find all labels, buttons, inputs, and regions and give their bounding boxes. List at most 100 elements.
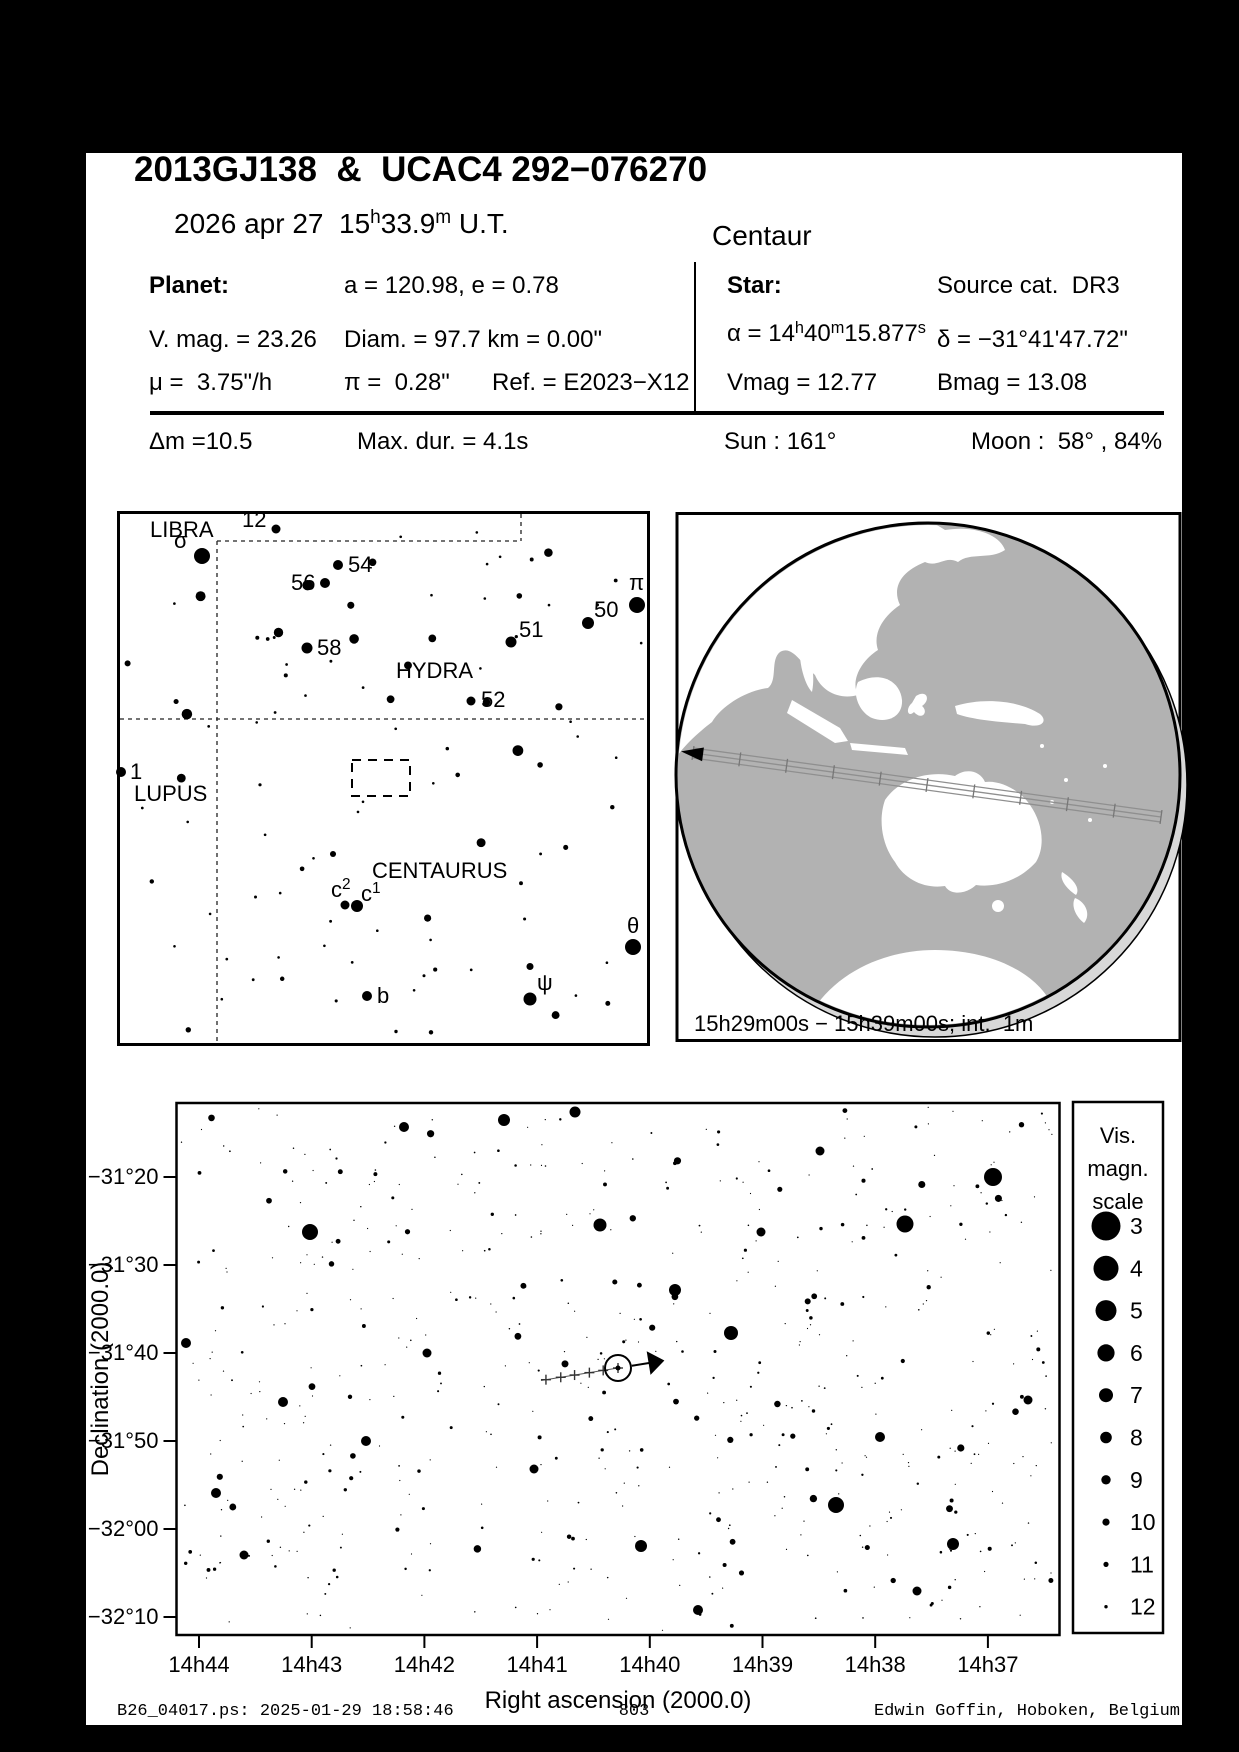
land-island-speck: [1088, 818, 1092, 822]
legend-title-line: scale: [1092, 1189, 1143, 1214]
bright-star: [593, 1218, 607, 1232]
planet-parallax: π = 0.28": [344, 369, 450, 396]
sun-elongation: Sun : 161°: [724, 428, 837, 455]
motion-arrowhead: [646, 1351, 665, 1375]
star-right-ascension-part: h: [794, 318, 804, 337]
bright-star: [815, 1146, 825, 1156]
bright-star: [529, 1464, 539, 1474]
moon-elongation: Moon : 58° , 84%: [971, 428, 1163, 455]
named-star-label: 51: [519, 617, 543, 642]
event-datetime-part: m: [435, 207, 452, 229]
named-star: [320, 578, 330, 588]
path-minute-tick: [1112, 803, 1116, 818]
legend-mag-label: 6: [1130, 1340, 1143, 1366]
named-star-label: 50: [594, 597, 618, 622]
footer-page-number: 803: [618, 1702, 650, 1721]
path-minute-tick: [925, 777, 929, 793]
named-star: [582, 617, 594, 629]
bright-star: [724, 1326, 738, 1340]
planet-reference: Ref. = E2023−X12: [492, 369, 690, 396]
table-column-divider: [694, 262, 696, 414]
star-bmag: Bmag = 13.08: [937, 369, 1088, 396]
event-datetime-part: h: [370, 207, 381, 229]
legend-mag-label: 11: [1130, 1551, 1154, 1577]
finder-star-field: [180, 1106, 1054, 1631]
ra-tick-label: 14h44: [168, 1652, 229, 1677]
ra-tick-label: 14h42: [394, 1652, 455, 1677]
legend-dot: [1104, 1605, 1108, 1609]
legend-dot: [1093, 1255, 1119, 1281]
bright-star: [211, 1488, 221, 1498]
named-star-label: 56: [291, 570, 315, 595]
planet-vmag: V. mag. = 23.26: [149, 326, 317, 353]
legend-mag-label: 7: [1130, 1382, 1143, 1408]
target-marker: [540, 1351, 665, 1385]
table-rule: [150, 411, 1164, 415]
named-star: [271, 524, 281, 534]
named-star-label: ψ: [537, 970, 553, 995]
constellation-star-field: [124, 531, 643, 1035]
dec-tick-label: −31°20: [88, 1164, 159, 1189]
legend-mag-label: 9: [1130, 1467, 1143, 1493]
star-right-ascension-part: s: [917, 318, 926, 337]
path-minute-tick: [1065, 797, 1069, 812]
constellation-region-label: LIBRA: [150, 517, 214, 542]
bright-star: [302, 1224, 318, 1240]
event-datetime-part: 33.9: [380, 208, 436, 239]
legend-dot: [1097, 1344, 1115, 1362]
bright-star: [984, 1168, 1002, 1186]
named-star-label: σ: [174, 528, 188, 553]
bright-star: [828, 1497, 844, 1513]
dec-tick-label: −31°30: [88, 1252, 159, 1277]
named-star-label: θ: [627, 913, 639, 938]
land-island-speck: [1040, 744, 1044, 748]
magnitude-drop: Δm =10.5: [149, 428, 253, 455]
legend-mag-label: 4: [1130, 1255, 1143, 1281]
land-island-speck: [1064, 778, 1068, 782]
bright-star: [693, 1605, 703, 1615]
bright-star: [569, 1106, 581, 1118]
path-minute-tick: [972, 784, 976, 799]
constellation-region-label: CENTAURUS: [372, 858, 507, 883]
named-star: [351, 900, 363, 912]
legend-dot: [1102, 1518, 1110, 1526]
bright-star: [756, 1227, 766, 1237]
bright-star: [1023, 1395, 1033, 1405]
bright-star: [361, 1436, 371, 1446]
x-axis-title: Right ascension (2000.0): [485, 1687, 752, 1714]
path-minute-tick: [785, 758, 789, 773]
bright-star: [399, 1122, 409, 1132]
legend-dot: [1103, 1561, 1109, 1567]
named-star-label: π: [629, 570, 644, 595]
bright-star: [181, 1338, 191, 1348]
constellation-region-label: LUPUS: [134, 781, 207, 806]
path-minute-tick: [738, 752, 742, 767]
named-star: [333, 560, 343, 570]
dec-tick-label: −31°50: [88, 1428, 159, 1453]
footer-filename: B26_04017.ps: 2025-01-29 18:58:46: [117, 1702, 454, 1721]
target-circle: [604, 1354, 632, 1382]
named-star: [505, 636, 517, 648]
land-sumatra: [787, 700, 848, 743]
event-datetime-part: 2026 apr 27 15: [174, 208, 371, 239]
star-heading: Star:: [727, 272, 782, 299]
star-right-ascension-part: m: [830, 318, 845, 337]
finder-chart: 14h44 14h43 14h42 14h41 14h40 14h39 14h38 14h37…: [87, 1100, 1165, 1714]
land-australia: [881, 771, 1042, 893]
globe-caption: 15h29m00s − 15h39m00s; int. 1m: [694, 1011, 1033, 1036]
event-datetime-part: U.T.: [451, 208, 509, 239]
path-minute-tick: [878, 771, 882, 786]
land-java: [850, 743, 908, 755]
land-nz-north: [1061, 872, 1078, 895]
ra-tick-label: 14h41: [507, 1652, 568, 1677]
ra-tick-label: 14h40: [619, 1652, 680, 1677]
land-sulawesi: [907, 693, 927, 716]
dec-tick-label: −32°10: [88, 1604, 159, 1629]
path-direction-arrow: [681, 747, 704, 762]
land-tasmania: [992, 900, 1004, 912]
named-star: [466, 696, 476, 706]
page-title: 2013GJ138 & UCAC4 292−076270: [134, 150, 708, 189]
path-minute-tick: [831, 765, 835, 780]
bright-star: [875, 1432, 885, 1442]
